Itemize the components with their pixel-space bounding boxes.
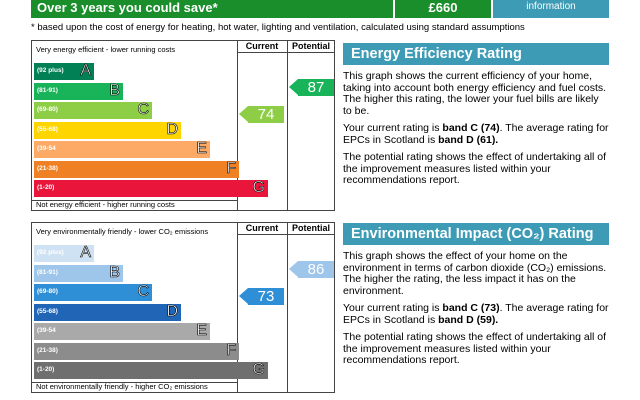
band-range: (55-68) — [37, 125, 58, 133]
section-title: Energy Efficiency Rating — [343, 43, 609, 65]
band-d-bar: (55-68) D — [34, 120, 181, 139]
band-range: (39-54 — [37, 145, 56, 152]
band-a-bar: (92 plus) A — [34, 62, 94, 80]
current-rating-arrow: 73 — [239, 288, 284, 305]
band-c-bar: (69-80) C — [34, 101, 152, 119]
band-letter: A — [80, 244, 91, 262]
band-range: (21-38) — [37, 346, 58, 354]
band-letter: E — [196, 140, 207, 158]
band-letter: C — [137, 101, 149, 119]
band-range: (69-80) — [37, 288, 58, 295]
paragraph: The potential rating shows the effect of… — [343, 331, 607, 366]
bottom-label: Not energy efficient - higher running co… — [36, 200, 175, 209]
paragraph: Your current rating is band C (73). The … — [343, 302, 609, 326]
band-letter: D — [166, 120, 178, 138]
energy-rating-chart: Current Potential Very energy efficient … — [31, 40, 335, 211]
top-label: Very energy efficient - lower running co… — [36, 45, 176, 54]
band-range: (81-91) — [37, 268, 58, 276]
band-range: (39-54 — [37, 327, 56, 334]
savings-bar: Over 3 years you could save* £660 inform… — [0, 0, 640, 18]
band-range: (92 plus) — [37, 249, 64, 256]
band-letter: B — [109, 81, 120, 99]
energy-efficiency-section: Energy Efficiency Rating This graph show… — [343, 43, 609, 187]
band-b-bar: (81-91) B — [34, 263, 123, 282]
band-range: (1-20) — [37, 366, 55, 373]
band-letter: F — [226, 341, 236, 359]
band-letter: G — [252, 361, 265, 379]
paragraph: This graph shows the current efficiency … — [343, 70, 607, 117]
paragraph: The potential rating shows the effect of… — [343, 151, 607, 186]
band-range: (81-91) — [37, 86, 58, 94]
band-range: (55-68) — [37, 307, 58, 315]
band-letter: E — [196, 322, 207, 340]
band-range: (92 plus) — [37, 67, 64, 74]
band-a-bar: (92 plus) A — [34, 244, 94, 262]
potential-header: Potential — [291, 41, 330, 51]
bottom-label: Not environmentally friendly - higher CO… — [36, 382, 208, 391]
band-d-bar: (55-68) D — [34, 302, 181, 321]
environmental-rating-chart: Current Potential Very environmentally f… — [31, 222, 335, 393]
band-letter: B — [109, 263, 120, 281]
band-range: (1-20) — [37, 184, 55, 191]
band-b-bar: (81-91) B — [34, 81, 123, 100]
band-letter: G — [252, 179, 265, 197]
current-header: Current — [245, 41, 279, 51]
band-f-bar: (21-38) F — [34, 341, 239, 360]
band-e-bar: (39-54 E — [34, 322, 210, 340]
band-letter: A — [80, 62, 91, 80]
savings-label: Over 3 years you could save* — [31, 0, 393, 18]
information-link[interactable]: information — [493, 0, 609, 18]
band-range: (69-80) — [37, 106, 58, 113]
potential-header: Potential — [291, 223, 330, 233]
current-rating-arrow: 74 — [239, 106, 284, 123]
band-letter: F — [226, 159, 236, 177]
band-c-bar: (69-80) C — [34, 283, 152, 301]
savings-amount: £660 — [395, 0, 491, 18]
band-f-bar: (21-38) F — [34, 159, 239, 178]
band-range: (21-38) — [37, 164, 58, 172]
environmental-impact-section: Environmental Impact (CO₂) Rating This g… — [343, 223, 609, 367]
band-g-bar: (1-20) G — [34, 179, 268, 197]
footnote: * based upon the cost of energy for heat… — [31, 22, 525, 33]
band-letter: C — [137, 283, 149, 301]
band-letter: D — [166, 302, 178, 320]
potential-rating-arrow: 87 — [289, 78, 334, 96]
paragraph: This graph shows the effect of your home… — [343, 250, 607, 297]
current-header: Current — [245, 223, 279, 233]
paragraph: Your current rating is band C (74). The … — [343, 122, 609, 146]
band-g-bar: (1-20) G — [34, 361, 268, 379]
top-label: Very environmentally friendly - lower CO… — [36, 227, 209, 236]
section-title: Environmental Impact (CO₂) Rating — [343, 223, 609, 245]
band-e-bar: (39-54 E — [34, 140, 210, 158]
potential-rating-arrow: 86 — [289, 260, 334, 278]
